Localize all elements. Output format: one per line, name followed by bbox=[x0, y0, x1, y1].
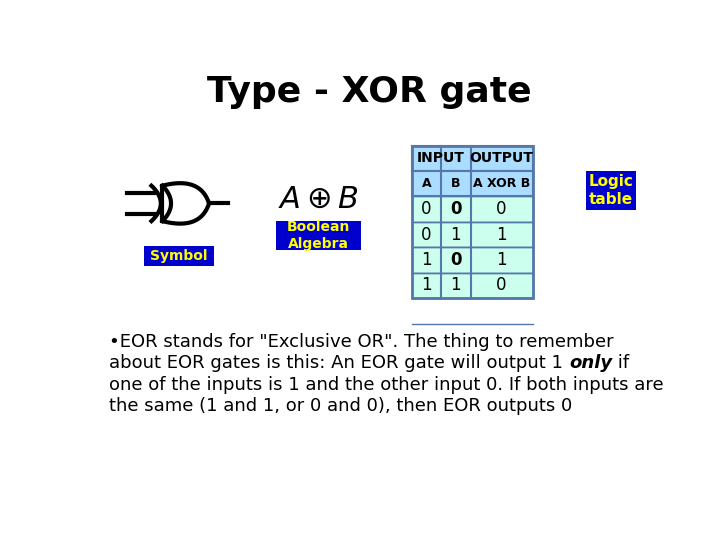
Text: INPUT: INPUT bbox=[417, 151, 465, 165]
Text: 0: 0 bbox=[421, 200, 431, 218]
FancyBboxPatch shape bbox=[412, 247, 533, 273]
Text: Type - XOR gate: Type - XOR gate bbox=[207, 75, 531, 109]
Text: OUTPUT: OUTPUT bbox=[469, 151, 534, 165]
Text: the same (1 and 1, or 0 and 0), then EOR outputs 0: the same (1 and 1, or 0 and 0), then EOR… bbox=[109, 397, 572, 415]
FancyBboxPatch shape bbox=[412, 273, 533, 298]
Text: Boolean
Algebra: Boolean Algebra bbox=[287, 220, 351, 252]
Text: 1: 1 bbox=[496, 251, 507, 269]
Text: one of the inputs is 1 and the other input 0. If both inputs are: one of the inputs is 1 and the other inp… bbox=[109, 376, 664, 394]
Text: 0: 0 bbox=[450, 251, 462, 269]
Text: A: A bbox=[421, 177, 431, 190]
Text: •EOR stands for "Exclusive OR". The thing to remember: •EOR stands for "Exclusive OR". The thin… bbox=[109, 333, 614, 351]
Text: Logic
table: Logic table bbox=[588, 173, 633, 207]
FancyBboxPatch shape bbox=[412, 222, 533, 247]
FancyBboxPatch shape bbox=[412, 171, 533, 197]
Text: 0: 0 bbox=[450, 200, 462, 218]
Text: only: only bbox=[569, 354, 612, 372]
Text: about EOR gates is this: An EOR gate will output 1: about EOR gates is this: An EOR gate wil… bbox=[109, 354, 569, 372]
Text: B: B bbox=[451, 177, 461, 190]
FancyBboxPatch shape bbox=[412, 146, 533, 171]
Text: 1: 1 bbox=[421, 276, 432, 294]
FancyBboxPatch shape bbox=[412, 197, 533, 222]
Text: 0: 0 bbox=[496, 276, 507, 294]
Text: 1: 1 bbox=[451, 226, 461, 244]
Text: 1: 1 bbox=[421, 251, 432, 269]
FancyBboxPatch shape bbox=[276, 221, 361, 251]
Text: 0: 0 bbox=[421, 226, 431, 244]
FancyBboxPatch shape bbox=[586, 171, 636, 210]
Text: 1: 1 bbox=[496, 226, 507, 244]
Text: $A \oplus B$: $A \oplus B$ bbox=[278, 184, 359, 215]
Text: 1: 1 bbox=[451, 276, 461, 294]
Text: Symbol: Symbol bbox=[150, 249, 208, 263]
Text: if: if bbox=[612, 354, 629, 372]
FancyBboxPatch shape bbox=[144, 246, 214, 266]
Text: A XOR B: A XOR B bbox=[473, 177, 530, 190]
Text: 0: 0 bbox=[496, 200, 507, 218]
